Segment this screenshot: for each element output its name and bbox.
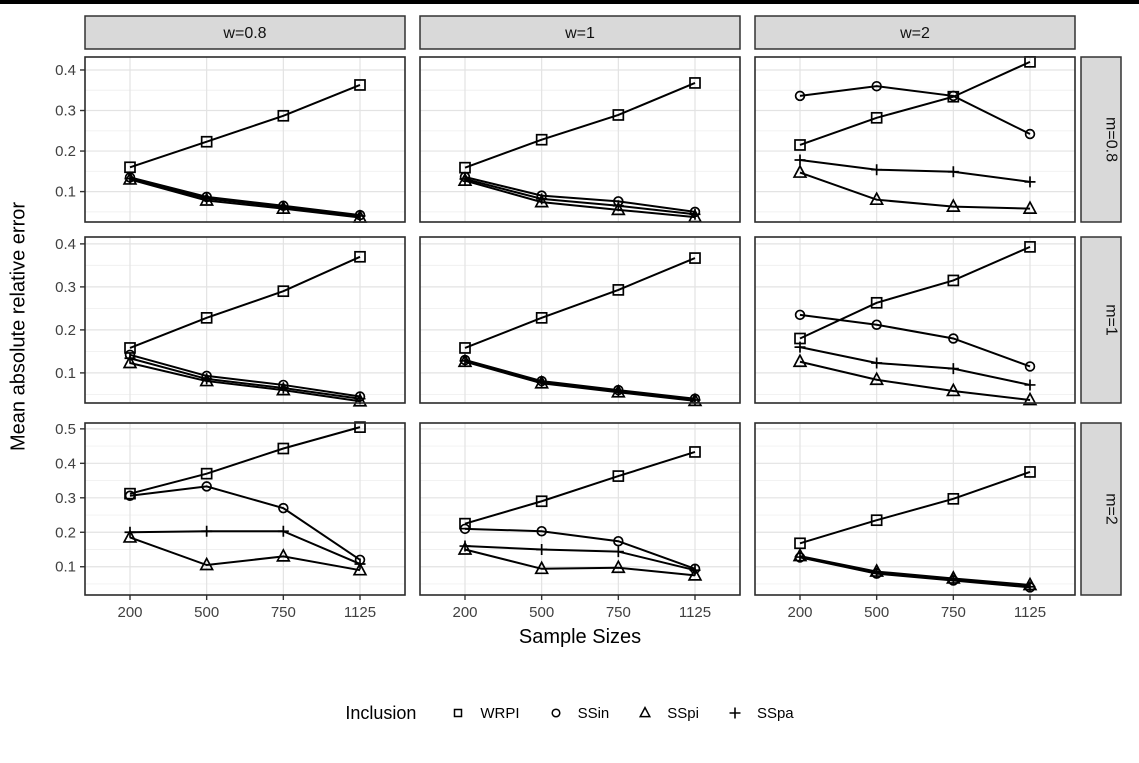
y-tick-label: 0.1: [55, 365, 76, 382]
panel-w=0.8-m=1: [84, 236, 406, 407]
series-SSin: [124, 481, 366, 566]
y-tick-label: 0.1: [55, 559, 76, 576]
legend-label-sspi: SSpi: [667, 704, 699, 722]
x-tick-label: 200: [787, 604, 812, 621]
x-tick-label: 1125: [1014, 604, 1046, 621]
y-tick-label: 0.4: [55, 455, 76, 472]
series-SSpa: [124, 352, 366, 405]
legend-label-ssin: SSin: [577, 704, 610, 722]
y-tick-label: 0.2: [55, 524, 76, 541]
panel-w=0.8-m=2: [84, 421, 406, 596]
window-top-border: [0, 0, 1139, 4]
y-tick-label: 0.3: [55, 279, 76, 296]
svg-text:w=1: w=1: [564, 25, 595, 42]
col-strip-w=2: w=2: [754, 15, 1076, 50]
panel-w=1-m=1: [419, 236, 741, 407]
x-tick-label: 750: [606, 604, 631, 621]
x-tick-label: 750: [941, 604, 966, 621]
x-tick-label: 1125: [679, 604, 711, 621]
series-SSpi: [792, 164, 1038, 214]
y-axis-title: Mean absolute relative error: [7, 201, 30, 451]
series-SSpi: [457, 541, 703, 581]
y-tick-label: 0.1: [55, 184, 76, 201]
y-tick-label: 0.4: [55, 236, 76, 253]
legend-item-wrpi: WRPI: [449, 704, 520, 722]
facet-grid-plot: w=0.8 w=1 w=2 m=0.8 m=1 m=2 0.1 0.2 0.3 0.4 0.1 0.2…: [55, 15, 1122, 621]
row-strip-m=0.8: m=0.8: [1080, 56, 1122, 223]
series-SSpi: [122, 529, 368, 576]
series-WRPI: [794, 466, 1036, 550]
square-marker-icon: [454, 708, 463, 718]
legend-item-sspi: SSpi: [636, 704, 699, 722]
series-WRPI: [459, 252, 701, 354]
series-WRPI: [459, 446, 701, 530]
series-WRPI: [794, 56, 1036, 151]
series-SSpa: [794, 154, 1036, 188]
legend-label-sspa: SSpa: [756, 704, 794, 722]
triangle-marker-icon: [639, 706, 652, 718]
panel-w=1-m=0.8: [419, 56, 741, 223]
row-strip-m=1: m=1: [1080, 236, 1122, 404]
x-tick-label: 500: [864, 604, 889, 621]
series-WRPI: [124, 421, 366, 500]
x-axis-title: Sample Sizes: [518, 626, 642, 648]
series-SSin: [794, 80, 1036, 140]
panel-w=2-m=0.8: [754, 56, 1076, 223]
series-SSpa: [124, 525, 366, 570]
x-tick-label: 500: [529, 604, 554, 621]
panel-w=0.8-m=0.8: [84, 56, 406, 223]
series-SSin: [124, 349, 366, 402]
x-tick-label: 200: [452, 604, 477, 621]
x-tick-label: 750: [271, 604, 296, 621]
row-strip-m=2: m=2: [1080, 422, 1122, 596]
series-SSpa: [459, 540, 701, 576]
legend-item-sspa: SSpa: [726, 704, 794, 722]
panel-w=2-m=1: [754, 236, 1076, 406]
circle-marker-icon: [551, 708, 561, 718]
legend-item-ssin: SSin: [547, 704, 610, 722]
svg-text:m=0.8: m=0.8: [1103, 117, 1120, 162]
series-WRPI: [459, 77, 701, 174]
y-tick-label: 0.4: [55, 62, 76, 79]
y-tick-label: 0.5: [55, 421, 76, 438]
series-SSpa: [459, 173, 701, 220]
x-tick-label: 1125: [344, 604, 376, 621]
col-strip-w=1: w=1: [419, 15, 741, 50]
col-strip-w=0.8: w=0.8: [84, 15, 406, 50]
panel-w=1-m=2: [419, 422, 741, 596]
panel-w=2-m=2: [754, 422, 1076, 596]
series-SSpa: [794, 341, 1036, 391]
svg-text:m=2: m=2: [1103, 493, 1120, 525]
y-tick-label: 0.3: [55, 490, 76, 507]
series-SSpi: [792, 353, 1038, 406]
x-tick-label: 500: [194, 604, 219, 621]
series-SSpa: [124, 173, 366, 222]
y-tick-label: 0.3: [55, 103, 76, 120]
legend-label-wrpi: WRPI: [480, 704, 520, 722]
series-SSin: [794, 309, 1036, 372]
y-tick-label: 0.2: [55, 322, 76, 339]
y-tick-label: 0.2: [55, 143, 76, 160]
svg-text:m=1: m=1: [1103, 304, 1120, 336]
series-SSpa: [794, 551, 1036, 593]
series-SSin: [459, 523, 701, 575]
plus-marker-icon: [729, 707, 741, 719]
svg-text:w=2: w=2: [899, 25, 930, 42]
legend-title: Inclusion: [345, 702, 417, 723]
legend: Inclusion WRPI SSin SSpi SSpa: [0, 697, 1139, 729]
x-tick-label: 200: [117, 604, 142, 621]
svg-text:w=0.8: w=0.8: [222, 25, 266, 42]
